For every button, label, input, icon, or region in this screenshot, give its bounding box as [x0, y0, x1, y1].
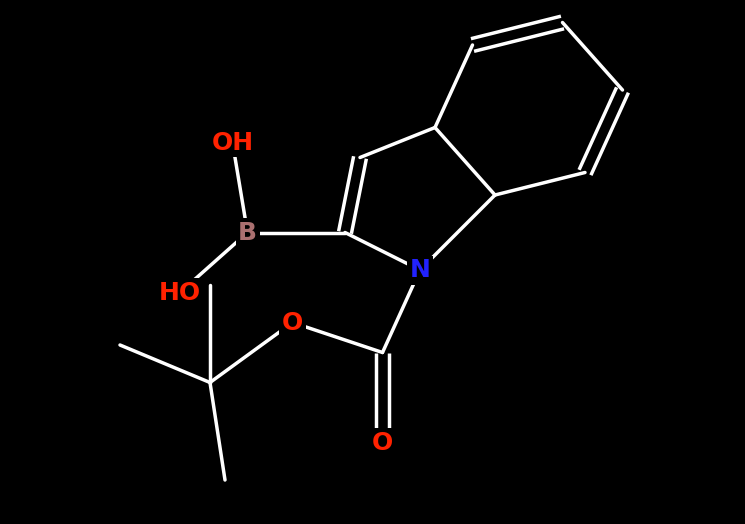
- Text: O: O: [282, 311, 303, 334]
- Text: B: B: [238, 221, 257, 245]
- Text: HO: HO: [159, 280, 201, 304]
- Text: N: N: [410, 258, 431, 282]
- Text: OH: OH: [212, 130, 253, 155]
- Text: O: O: [372, 431, 393, 454]
